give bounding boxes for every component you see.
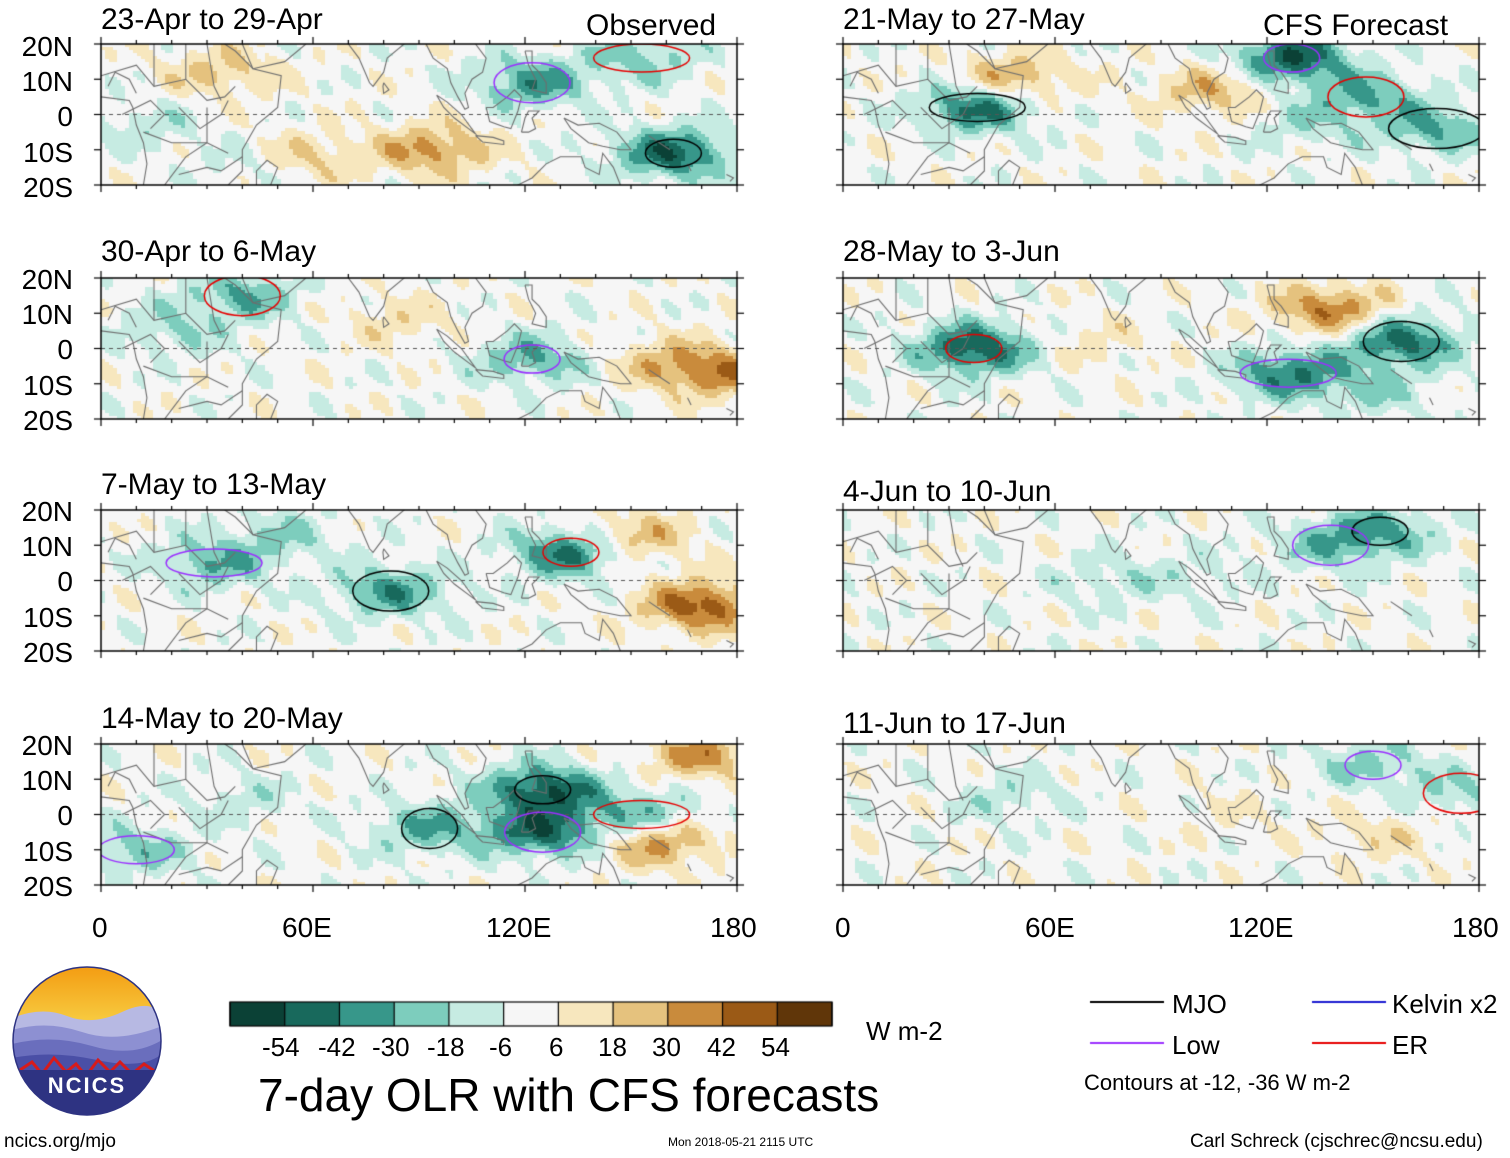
footer-url[interactable]: ncics.org/mjo	[4, 1131, 116, 1152]
lon-tick-label: 0	[835, 912, 851, 943]
panel-1-title: 23-Apr to 29-Apr	[101, 3, 323, 36]
lon-tick-label: 60E	[1025, 912, 1075, 943]
lon-tick-label: 120E	[1228, 912, 1294, 943]
lat-tick-label: 20N	[21, 730, 73, 761]
legend-mjo-label: MJO	[1172, 989, 1227, 1019]
lat-tick-label: 10S	[23, 836, 73, 867]
colorbar-tick-label: -30	[372, 1032, 410, 1062]
colorbar-tick-label: 42	[707, 1032, 736, 1062]
colorbar-tick-label: -6	[489, 1032, 513, 1062]
lat-tick-label: 20N	[21, 496, 73, 527]
colorbar-tick-label: 6	[549, 1032, 564, 1062]
colorbar-tick-label: 30	[652, 1032, 681, 1062]
ncics-logo: NCICS	[12, 966, 162, 1116]
lat-tick-label: 0	[57, 800, 73, 831]
lon-tick-label: 120E	[486, 912, 552, 943]
lon-tick-label: 180	[710, 912, 757, 943]
panel-5-title: 21-May to 27-May	[843, 3, 1085, 36]
ncics-logo-icon	[12, 966, 162, 1116]
lat-tick-label: 20S	[23, 172, 73, 203]
lat-tick-label: 20N	[21, 264, 73, 295]
contour-note: Contours at -12, -36 W m-2	[1084, 1070, 1351, 1095]
panel-7-title: 4-Jun to 10-Jun	[843, 475, 1052, 508]
lon-tick-label: 60E	[282, 912, 332, 943]
footer-author: Carl Schreck (cjschrec@ncsu.edu)	[1190, 1131, 1483, 1152]
lat-tick-label: 0	[57, 101, 73, 132]
lat-tick-label: 20S	[23, 871, 73, 902]
colorbar-tick-label: -42	[318, 1032, 356, 1062]
lon-tick-label: 180	[1452, 912, 1499, 943]
legend-low-label: Low	[1172, 1030, 1220, 1060]
panel-3-title: 7-May to 13-May	[101, 468, 327, 501]
colorbar-tick-label: 18	[598, 1032, 627, 1062]
lat-tick-label: 10N	[21, 765, 73, 796]
panel-2-title: 30-Apr to 6-May	[101, 235, 317, 268]
colorbar-units: W m-2	[866, 1016, 943, 1046]
lat-tick-label: 0	[57, 566, 73, 597]
lat-tick-label: 20S	[23, 637, 73, 668]
panel-6-title: 28-May to 3-Jun	[843, 235, 1060, 268]
logo-text: NCICS	[47, 1073, 127, 1098]
lat-tick-label: 0	[57, 334, 73, 365]
lat-tick-label: 10N	[21, 299, 73, 330]
lat-tick-label: 10S	[23, 370, 73, 401]
lat-tick-label: 10N	[21, 531, 73, 562]
figure-title: 7-day OLR with CFS forecasts	[258, 1069, 880, 1121]
panel-4-title: 14-May to 20-May	[101, 702, 343, 735]
footer-timestamp: Mon 2018-05-21 2115 UTC	[668, 1135, 814, 1149]
panel-8-title: 11-Jun to 17-Jun	[843, 707, 1066, 740]
legend-er-label: ER	[1392, 1030, 1429, 1060]
legend-kelvin-label: Kelvin x2	[1392, 989, 1498, 1019]
colorbar-tick-label: -18	[427, 1032, 465, 1062]
observed-label: Observed	[586, 9, 717, 42]
lat-tick-label: 10S	[23, 137, 73, 168]
colorbar-tick-label: -54	[262, 1032, 300, 1062]
lat-tick-label: 10S	[23, 602, 73, 633]
lat-tick-label: 20N	[21, 31, 73, 62]
lat-tick-label: 10N	[21, 66, 73, 97]
lat-tick-label: 20S	[23, 405, 73, 436]
lon-tick-label: 0	[92, 912, 108, 943]
colorbar-tick-label: 54	[761, 1032, 790, 1062]
forecast-label: CFS Forecast	[1263, 9, 1449, 42]
